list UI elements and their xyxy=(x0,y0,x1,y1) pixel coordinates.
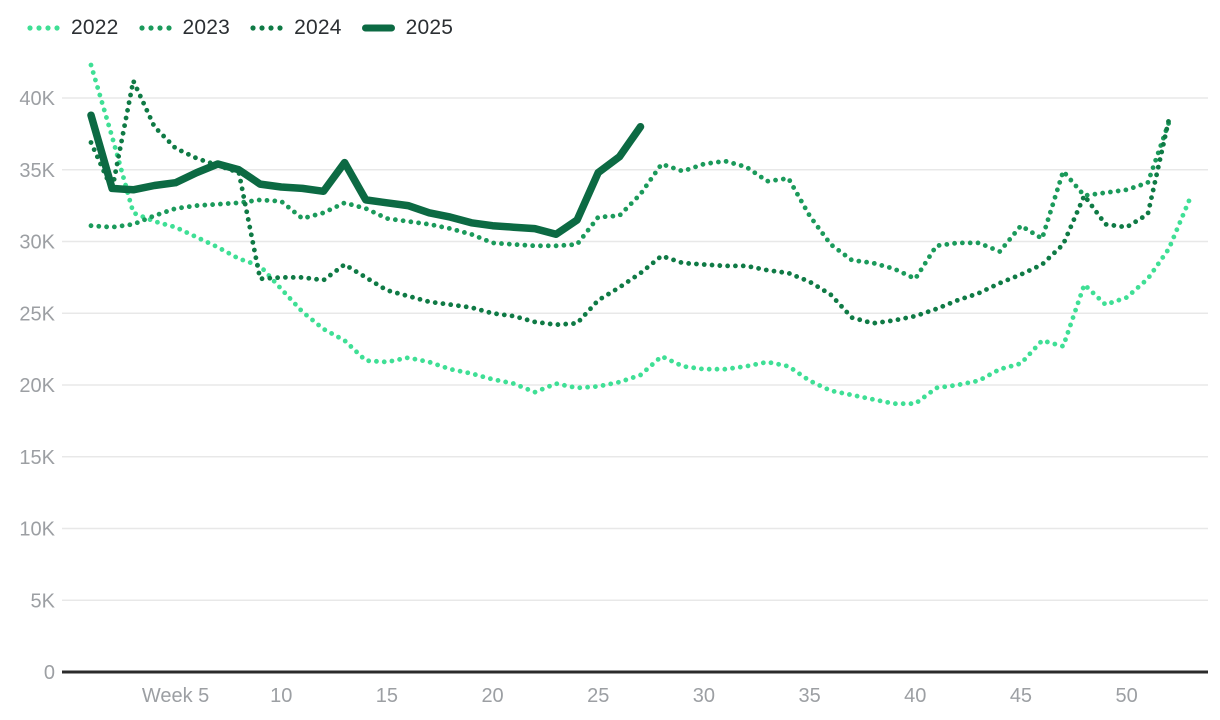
x-tick-label: 35 xyxy=(798,685,820,707)
legend-dot xyxy=(165,25,172,31)
legend-dot xyxy=(138,25,145,31)
chart-legend: 2022 2023 2024 2025 xyxy=(26,16,453,40)
legend-dot xyxy=(45,25,51,31)
x-tick-label: 20 xyxy=(481,685,503,707)
legend-dot xyxy=(268,25,274,31)
y-tick-label: 15K xyxy=(19,447,55,469)
x-tick-label: 25 xyxy=(587,685,609,707)
x-tick-label: 40 xyxy=(904,685,926,707)
legend-swatch-dotted-icon xyxy=(27,25,60,31)
legend-dot xyxy=(259,25,265,31)
y-tick-label: 5K xyxy=(31,590,56,612)
legend-label: 2025 xyxy=(405,16,454,39)
legend-swatch-dotted-icon xyxy=(250,25,283,31)
legend-item-2022: 2022 xyxy=(26,16,119,40)
y-tick-label: 25K xyxy=(19,303,55,325)
x-tick-label: 45 xyxy=(1010,685,1032,707)
y-tick-label: 20K xyxy=(19,375,55,397)
series-line-2023 xyxy=(88,120,1172,282)
legend-solid-bar xyxy=(361,24,395,32)
x-tick-label: 50 xyxy=(1115,685,1137,707)
y-tick-label: 0 xyxy=(44,662,55,684)
y-tick-label: 30K xyxy=(19,232,55,254)
legend-swatch-dotted-icon xyxy=(138,25,172,31)
x-tick-label: 10 xyxy=(270,685,292,707)
legend-label: 2022 xyxy=(71,16,119,39)
x-tick-label: Week 5 xyxy=(142,685,209,707)
legend-dot xyxy=(54,25,60,31)
legend-dot xyxy=(27,25,33,31)
legend-label: 2024 xyxy=(294,16,342,39)
legend-swatch-solid-icon xyxy=(361,24,395,32)
legend-dot xyxy=(36,25,42,31)
legend-item-2025: 2025 xyxy=(361,16,454,40)
legend-item-2023: 2023 xyxy=(138,16,231,40)
series-line-2024 xyxy=(88,78,1172,328)
x-tick-label: 30 xyxy=(693,685,715,707)
series-line-2022 xyxy=(88,62,1193,407)
x-tick-label: 15 xyxy=(376,685,398,707)
legend-dot xyxy=(277,25,283,31)
legend-label: 2023 xyxy=(182,16,231,39)
legend-dot xyxy=(147,25,154,31)
legend-dot xyxy=(250,25,256,31)
y-tick-label: 35K xyxy=(19,160,55,182)
legend-item-2024: 2024 xyxy=(249,16,342,40)
legend-dot xyxy=(156,25,163,31)
y-tick-label: 10K xyxy=(19,519,55,541)
series-line-2025 xyxy=(87,111,645,239)
y-tick-label: 40K xyxy=(19,88,55,110)
